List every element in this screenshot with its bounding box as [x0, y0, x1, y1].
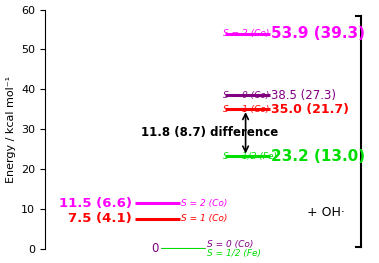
- Text: 7.5 (4.1): 7.5 (4.1): [68, 213, 132, 225]
- Text: S = 1/2 (Fe): S = 1/2 (Fe): [223, 152, 277, 161]
- Text: S = 1/2 (Fe): S = 1/2 (Fe): [207, 249, 261, 258]
- Text: S = 0 (Co): S = 0 (Co): [207, 240, 254, 249]
- Text: 0: 0: [152, 242, 159, 255]
- Text: S = 2 (Co): S = 2 (Co): [182, 199, 228, 208]
- Y-axis label: Energy / kcal mol⁻¹: Energy / kcal mol⁻¹: [6, 76, 16, 183]
- Text: S = 0 (Co): S = 0 (Co): [223, 91, 269, 100]
- Text: 11.5 (6.6): 11.5 (6.6): [59, 196, 132, 210]
- Text: 35.0 (21.7): 35.0 (21.7): [271, 103, 349, 116]
- Text: 38.5 (27.3): 38.5 (27.3): [271, 89, 336, 102]
- Text: 23.2 (13.0): 23.2 (13.0): [271, 149, 365, 164]
- Text: S = 1 (Co): S = 1 (Co): [223, 105, 269, 114]
- Text: 53.9 (39.3): 53.9 (39.3): [271, 26, 365, 41]
- Text: S = 1 (Co): S = 1 (Co): [182, 215, 228, 224]
- Text: + OH·: + OH·: [307, 206, 345, 220]
- Text: 11.8 (8.7) difference: 11.8 (8.7) difference: [141, 126, 279, 139]
- Text: S = 2 (Co): S = 2 (Co): [223, 29, 269, 38]
